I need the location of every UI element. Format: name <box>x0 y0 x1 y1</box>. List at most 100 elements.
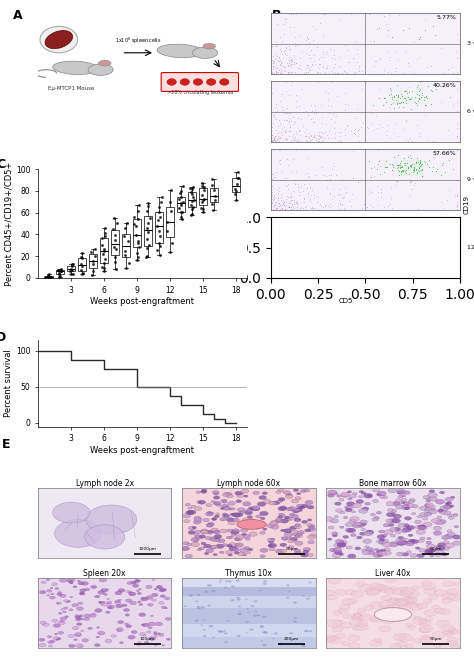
Circle shape <box>224 492 232 496</box>
Point <box>310 130 318 141</box>
Point <box>375 84 383 95</box>
Circle shape <box>304 630 309 632</box>
Point <box>372 268 380 279</box>
Point <box>370 220 377 231</box>
Point <box>386 232 393 243</box>
Point <box>269 174 276 184</box>
Circle shape <box>410 603 423 610</box>
Point <box>286 198 294 209</box>
Point <box>281 173 289 183</box>
Point <box>381 65 388 75</box>
Point <box>342 186 349 197</box>
Point <box>410 180 418 191</box>
Circle shape <box>439 510 448 514</box>
Point <box>298 270 305 281</box>
Circle shape <box>227 494 234 498</box>
Circle shape <box>379 530 384 533</box>
Circle shape <box>426 541 432 544</box>
Point <box>275 136 283 147</box>
Point <box>317 132 324 142</box>
Point <box>429 162 437 173</box>
Point <box>312 254 320 264</box>
Circle shape <box>337 495 341 497</box>
Circle shape <box>213 553 218 556</box>
Point <box>355 176 362 187</box>
Text: >20% circulating leukemia: >20% circulating leukemia <box>167 89 233 95</box>
Circle shape <box>379 601 394 608</box>
Point <box>347 201 355 212</box>
Point <box>275 237 283 248</box>
Circle shape <box>341 623 352 628</box>
Point <box>396 227 404 238</box>
Circle shape <box>50 596 55 599</box>
Circle shape <box>201 606 205 608</box>
Point <box>335 184 343 195</box>
Circle shape <box>415 520 421 524</box>
Point <box>311 100 319 111</box>
Point <box>296 52 304 63</box>
Point <box>275 64 283 75</box>
Point <box>406 93 414 104</box>
Point <box>272 65 280 76</box>
Circle shape <box>284 532 292 537</box>
Point <box>285 233 292 243</box>
Point <box>414 89 421 99</box>
Circle shape <box>308 524 315 527</box>
Point <box>398 255 406 266</box>
Point <box>346 252 354 262</box>
Circle shape <box>220 507 225 510</box>
Circle shape <box>138 580 141 582</box>
Circle shape <box>437 520 446 524</box>
Circle shape <box>137 601 141 603</box>
Circle shape <box>286 584 290 586</box>
Circle shape <box>232 513 240 517</box>
Point <box>412 178 419 188</box>
Point <box>98 240 106 251</box>
Point <box>47 272 55 283</box>
Point <box>423 135 430 145</box>
Circle shape <box>146 585 152 588</box>
Point <box>69 259 77 270</box>
Circle shape <box>196 491 201 493</box>
Point <box>189 202 197 212</box>
Point <box>77 252 85 262</box>
Circle shape <box>295 509 300 512</box>
Circle shape <box>442 535 449 539</box>
Point <box>269 182 276 193</box>
Point <box>396 161 403 172</box>
Point <box>332 170 339 180</box>
Circle shape <box>359 490 364 493</box>
Point <box>416 52 423 63</box>
Point <box>294 245 301 255</box>
Point <box>269 145 276 156</box>
Point <box>324 100 331 110</box>
Circle shape <box>294 525 301 529</box>
Point <box>326 271 334 282</box>
Point <box>280 19 288 29</box>
Point <box>235 173 242 183</box>
Point <box>291 67 298 78</box>
Circle shape <box>447 532 456 537</box>
Point <box>337 61 345 72</box>
Point <box>273 114 280 124</box>
Circle shape <box>334 516 338 518</box>
Circle shape <box>219 529 227 533</box>
Point <box>319 136 326 146</box>
Circle shape <box>379 541 386 545</box>
Point <box>423 159 431 169</box>
Point <box>415 226 423 237</box>
Point <box>383 232 391 243</box>
Circle shape <box>197 594 201 596</box>
Point <box>400 85 408 96</box>
Point <box>378 233 386 243</box>
Circle shape <box>199 547 204 550</box>
Circle shape <box>401 588 415 594</box>
Point <box>356 272 364 283</box>
Circle shape <box>370 602 383 608</box>
Point <box>344 253 352 264</box>
Point <box>271 54 279 65</box>
Point <box>328 69 336 79</box>
Circle shape <box>125 614 129 616</box>
Point <box>101 227 109 238</box>
Point <box>269 202 277 212</box>
